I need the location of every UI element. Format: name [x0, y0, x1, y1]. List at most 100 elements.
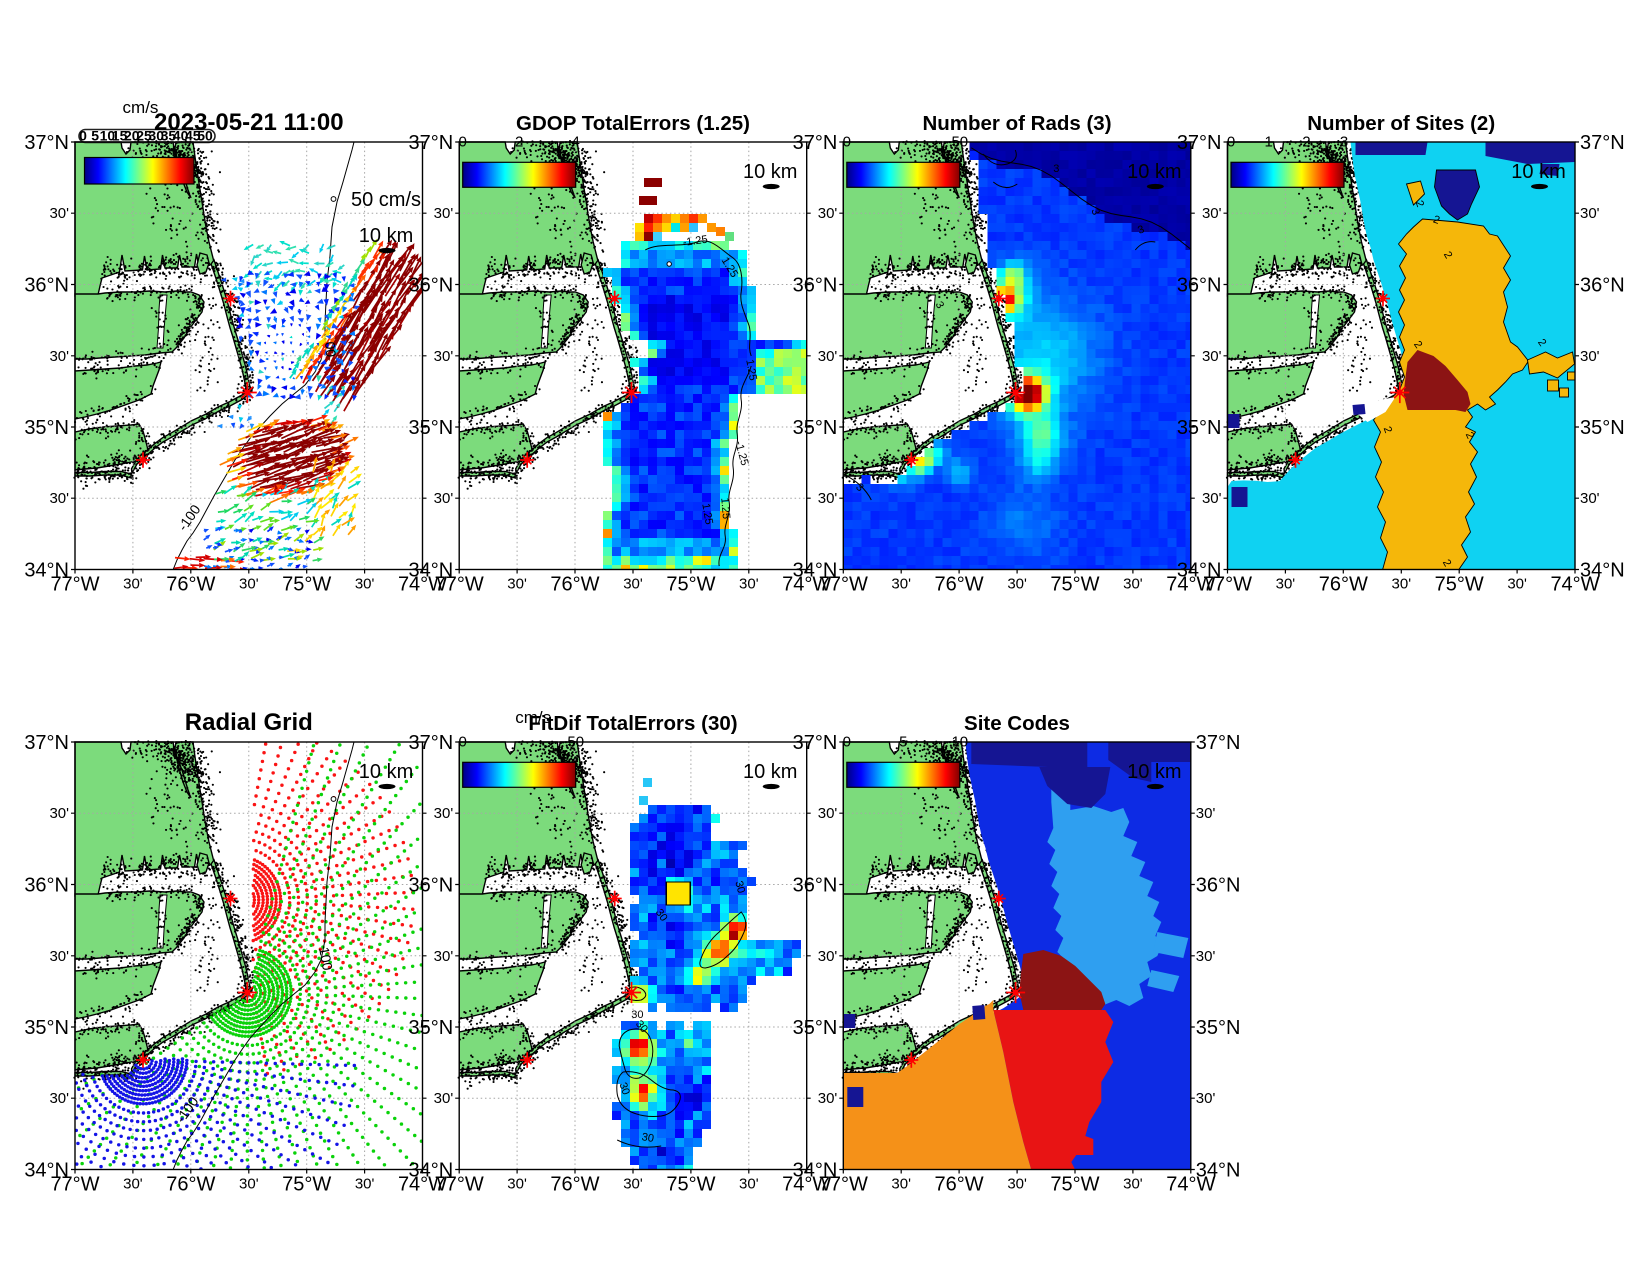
svg-text:40: 40	[173, 128, 189, 144]
svg-text:30': 30'	[49, 490, 69, 507]
svg-text:30': 30'	[507, 1176, 527, 1193]
svg-text:1.25: 1.25	[699, 502, 715, 525]
svg-text:30': 30'	[1580, 490, 1600, 507]
svg-text:37°N: 37°N	[1196, 732, 1241, 754]
svg-text:10: 10	[100, 128, 116, 144]
svg-text:30': 30'	[434, 948, 454, 965]
svg-text:30': 30'	[1276, 576, 1296, 593]
svg-text:30': 30'	[434, 1090, 454, 1107]
svg-text:35: 35	[161, 128, 177, 144]
svg-text:76°W: 76°W	[550, 1174, 599, 1196]
svg-text:2: 2	[1411, 339, 1424, 351]
svg-text:37°N: 37°N	[409, 132, 454, 154]
svg-text:30': 30'	[818, 348, 838, 365]
svg-text:75°W: 75°W	[282, 1174, 331, 1196]
svg-text:37°N: 37°N	[409, 732, 454, 754]
svg-text:30': 30'	[49, 1090, 69, 1107]
svg-text:34°N: 34°N	[1177, 560, 1222, 582]
svg-text:30': 30'	[1580, 205, 1600, 222]
svg-text:FitDif TotalErrors (30): FitDif TotalErrors (30)	[528, 712, 737, 735]
svg-text:5: 5	[91, 128, 99, 144]
svg-text:36°N: 36°N	[793, 875, 838, 897]
svg-text:10 km: 10 km	[359, 225, 413, 247]
svg-text:30': 30'	[739, 1176, 759, 1193]
svg-text:76°W: 76°W	[166, 1174, 215, 1196]
svg-text:30': 30'	[1580, 348, 1600, 365]
svg-text:3: 3	[1136, 223, 1146, 236]
svg-text:30': 30'	[739, 576, 759, 593]
svg-text:34°N: 34°N	[793, 1160, 838, 1182]
svg-text:30': 30'	[355, 1176, 375, 1193]
svg-text:35°N: 35°N	[24, 1017, 69, 1039]
svg-text:35°N: 35°N	[1177, 417, 1222, 439]
svg-text:30': 30'	[818, 1090, 838, 1107]
svg-text:2: 2	[1413, 199, 1426, 209]
svg-text:34°N: 34°N	[409, 560, 454, 582]
svg-text:30: 30	[732, 880, 747, 895]
svg-text:35°N: 35°N	[409, 1017, 454, 1039]
svg-text:34°N: 34°N	[24, 560, 69, 582]
svg-text:30: 30	[641, 1131, 655, 1145]
svg-text:2: 2	[1463, 430, 1476, 441]
svg-text:77°W: 77°W	[819, 1174, 868, 1196]
svg-text:36°N: 36°N	[409, 875, 454, 897]
svg-text:76°W: 76°W	[935, 1174, 984, 1196]
svg-text:35°N: 35°N	[1580, 417, 1625, 439]
svg-text:30': 30'	[1507, 576, 1527, 593]
svg-text:30': 30'	[123, 576, 143, 593]
svg-text:30': 30'	[239, 576, 259, 593]
svg-text:77°W: 77°W	[1203, 574, 1252, 596]
svg-text:30': 30'	[123, 1176, 143, 1193]
svg-text:30': 30'	[1196, 1090, 1216, 1107]
svg-text:30': 30'	[507, 576, 527, 593]
svg-text:37°N: 37°N	[793, 132, 838, 154]
svg-text:35°N: 35°N	[24, 417, 69, 439]
svg-text:30': 30'	[1123, 576, 1143, 593]
svg-text:30': 30'	[1007, 1176, 1027, 1193]
svg-text:-1.25: -1.25	[682, 234, 709, 249]
svg-text:74°W: 74°W	[398, 574, 447, 596]
svg-text:10 km: 10 km	[359, 761, 413, 783]
svg-text:10 km: 10 km	[1511, 161, 1565, 183]
svg-text:3: 3	[1088, 207, 1101, 217]
svg-text:2: 2	[1431, 214, 1441, 227]
svg-text:30': 30'	[1007, 576, 1027, 593]
svg-text:77°W: 77°W	[50, 1174, 99, 1196]
svg-text:30': 30'	[623, 576, 643, 593]
svg-text:30': 30'	[49, 805, 69, 822]
svg-text:2: 2	[1440, 558, 1453, 569]
svg-text:77°W: 77°W	[819, 574, 868, 596]
svg-text:30': 30'	[818, 948, 838, 965]
svg-text:77°W: 77°W	[435, 574, 484, 596]
svg-text:25: 25	[136, 128, 152, 144]
svg-text:36°N: 36°N	[1196, 875, 1241, 897]
svg-text:30: 30	[653, 907, 670, 924]
svg-text:30': 30'	[49, 348, 69, 365]
svg-text:10 km: 10 km	[743, 761, 797, 783]
svg-text:37°N: 37°N	[793, 732, 838, 754]
svg-text:GDOP TotalErrors (1.25): GDOP TotalErrors (1.25)	[516, 112, 750, 135]
svg-text:76°W: 76°W	[1319, 574, 1368, 596]
svg-text:100: 100	[316, 946, 336, 972]
svg-text:75°W: 75°W	[666, 1174, 715, 1196]
svg-text:74°W: 74°W	[1166, 1174, 1215, 1196]
svg-text:1.25: 1.25	[718, 497, 732, 519]
svg-text:74°W: 74°W	[1166, 574, 1215, 596]
svg-text:3: 3	[933, 300, 946, 311]
svg-text:36°N: 36°N	[793, 275, 838, 297]
svg-text:2023-05-21 11:00: 2023-05-21 11:00	[154, 109, 344, 136]
svg-text:75°W: 75°W	[666, 574, 715, 596]
svg-text:75°W: 75°W	[282, 574, 331, 596]
svg-text:1.25: 1.25	[743, 358, 759, 381]
svg-text:30: 30	[631, 1009, 643, 1021]
svg-text:36°N: 36°N	[1177, 275, 1222, 297]
svg-text:3: 3	[1053, 163, 1059, 175]
svg-text:50 cm/s: 50 cm/s	[351, 189, 421, 211]
svg-text:30': 30'	[818, 205, 838, 222]
svg-text:2: 2	[1381, 425, 1394, 435]
svg-text:Site Codes: Site Codes	[964, 712, 1070, 735]
svg-text:00: 00	[322, 341, 339, 358]
svg-text:37°N: 37°N	[24, 732, 69, 754]
svg-text:37°N: 37°N	[1177, 132, 1222, 154]
svg-text:30: 30	[148, 128, 164, 144]
